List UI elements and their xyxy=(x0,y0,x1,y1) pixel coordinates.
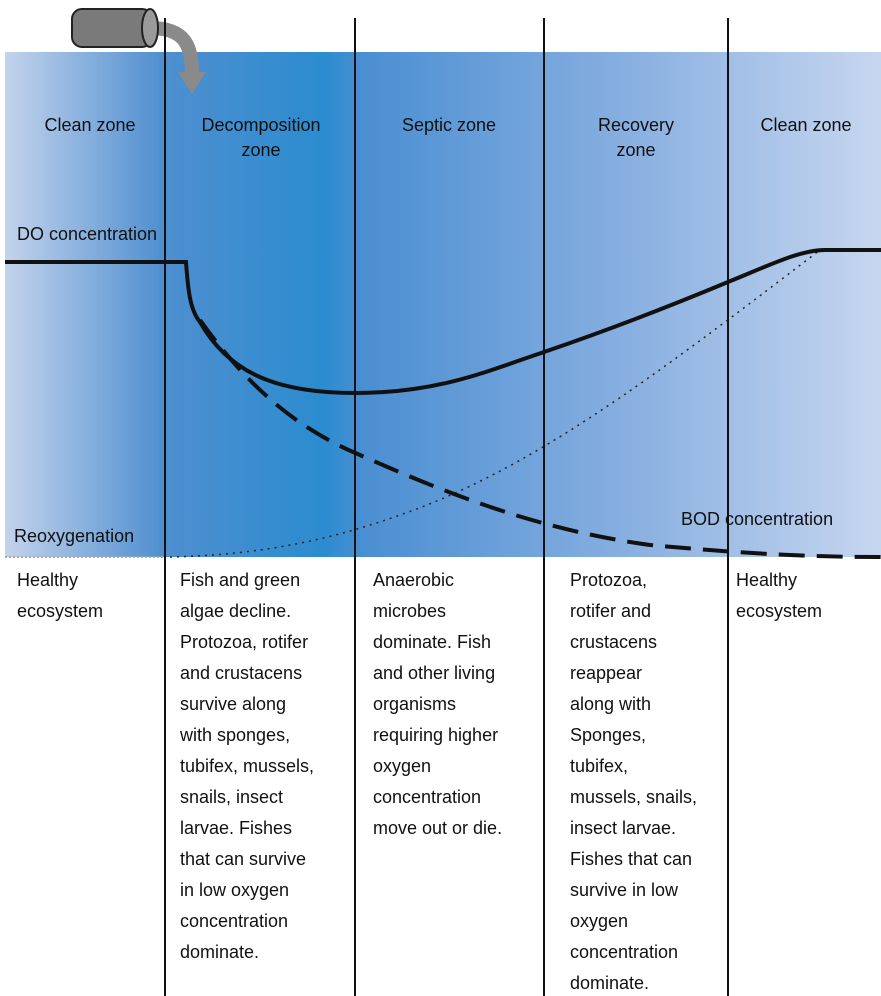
zone-label: zone xyxy=(616,140,655,160)
zone-description: Fish and green xyxy=(180,570,300,590)
zone-description: along with xyxy=(570,694,651,714)
zone-description: survive in low xyxy=(570,880,679,900)
zone-label: Recovery xyxy=(598,115,674,135)
zone-description: that can survive xyxy=(180,849,306,869)
zone-description: algae decline. xyxy=(180,601,291,621)
zone-label: Clean zone xyxy=(760,115,851,135)
zone-dividers xyxy=(164,18,729,996)
zone-description: dominate. Fish xyxy=(373,632,491,652)
zone-description: crustacens xyxy=(570,632,657,652)
zone-description: Protozoa, rotifer xyxy=(180,632,308,652)
zone-description: in low oxygen xyxy=(180,880,289,900)
zone-description: organisms xyxy=(373,694,456,714)
zone-description: ecosystem xyxy=(736,601,822,621)
zone-description: oxygen xyxy=(570,911,628,931)
zone-description: Fishes that can xyxy=(570,849,692,869)
outfall-pipe xyxy=(71,8,206,94)
zone-description: tubifex, xyxy=(570,756,628,776)
zone-description: tubifex, mussels, xyxy=(180,756,314,776)
zone-description: Anaerobic xyxy=(373,570,454,590)
zone-description: insect larvae. xyxy=(570,818,676,838)
zone-description: dominate. xyxy=(570,973,649,993)
zone-description: oxygen xyxy=(373,756,431,776)
zone-description: survive along xyxy=(180,694,286,714)
zone-description: reappear xyxy=(570,663,642,683)
zone-description: and other living xyxy=(373,663,495,683)
zone-label: Septic zone xyxy=(402,115,496,135)
zone-label: Clean zone xyxy=(44,115,135,135)
zone-label: zone xyxy=(241,140,280,160)
reoxygenation-curve xyxy=(169,249,821,558)
zone-description: ecosystem xyxy=(17,601,103,621)
zone-description: with sponges, xyxy=(179,725,290,745)
zone-description: Healthy xyxy=(17,570,78,590)
zone-description: Healthy xyxy=(736,570,797,590)
do-label: DO concentration xyxy=(17,224,157,244)
zone-description: Protozoa, xyxy=(570,570,647,590)
zone-description: requiring higher xyxy=(373,725,498,745)
zone-description: Sponges, xyxy=(570,725,646,745)
zone-description: concentration xyxy=(180,911,288,931)
zone-description: concentration xyxy=(570,942,678,962)
zone-description: mussels, snails, xyxy=(570,787,697,807)
river-band xyxy=(5,52,881,557)
zone-description: concentration xyxy=(373,787,481,807)
zone-description: microbes xyxy=(373,601,446,621)
zone-description: snails, insect xyxy=(180,787,283,807)
zone-description: move out or die. xyxy=(373,818,502,838)
bod-label: BOD concentration xyxy=(681,509,833,529)
reoxygenation-label: Reoxygenation xyxy=(14,526,134,546)
zone-label: Decomposition xyxy=(201,115,320,135)
zone-description: dominate. xyxy=(180,942,259,962)
bod-curve xyxy=(198,318,881,559)
do-curve xyxy=(5,248,881,396)
zone-description: rotifer and xyxy=(570,601,651,621)
zone-description: larvae. Fishes xyxy=(180,818,292,838)
zone-description: and crustacens xyxy=(180,663,302,683)
